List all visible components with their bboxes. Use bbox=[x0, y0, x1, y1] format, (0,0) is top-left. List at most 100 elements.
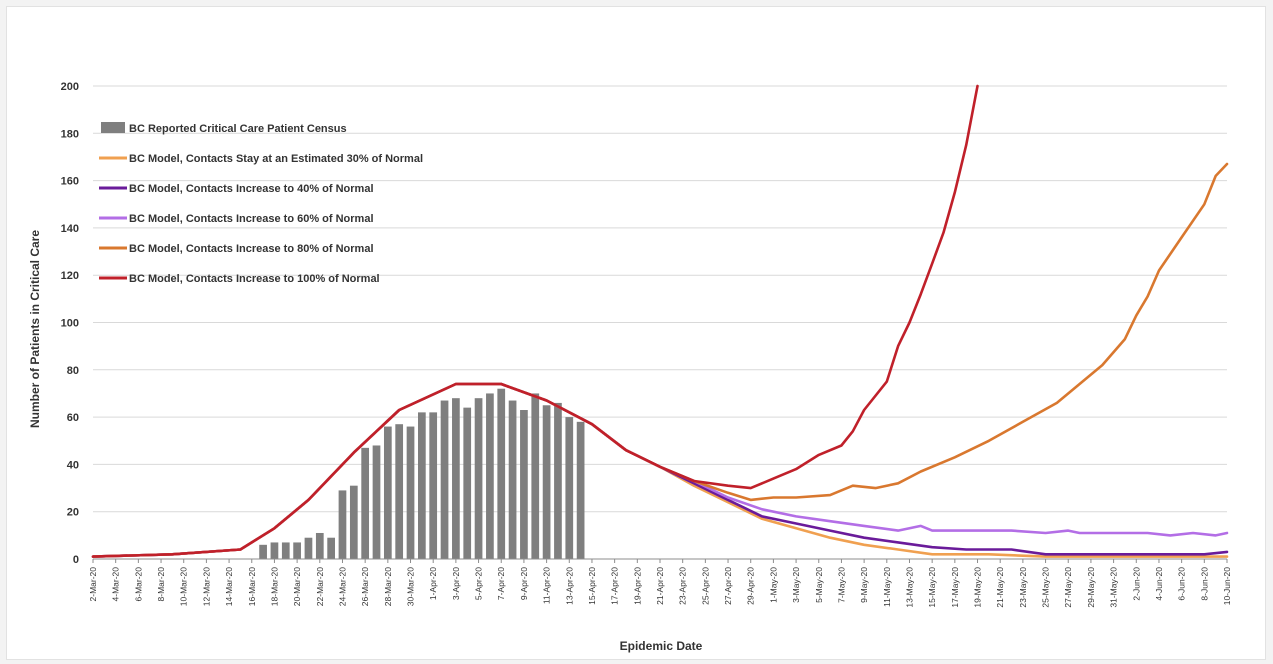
x-tick-label: 17-May-20 bbox=[950, 567, 960, 608]
x-tick-label: 25-May-20 bbox=[1041, 567, 1051, 608]
census-bar bbox=[338, 490, 347, 559]
critical-care-chart: 0 20 40 60 80 100 120 140 160 180 200 2-Mar-20 4-Ma… bbox=[28, 81, 1232, 653]
census-bar bbox=[452, 398, 460, 559]
x-tick-label: 15-May-20 bbox=[927, 567, 937, 608]
census-bar bbox=[565, 417, 574, 559]
model-lines bbox=[91, 84, 1229, 558]
x-tick-label: 29-Apr-20 bbox=[746, 567, 756, 605]
x-tick-label: 4-Jun-20 bbox=[1154, 567, 1164, 601]
y-tick-label: 140 bbox=[61, 223, 79, 235]
x-tick-label: 27-May-20 bbox=[1063, 567, 1073, 608]
census-bar bbox=[474, 398, 483, 559]
census-bars bbox=[259, 388, 585, 559]
x-tick-label: 9-Apr-20 bbox=[519, 567, 529, 600]
x-tick-label: 21-May-20 bbox=[995, 567, 1005, 608]
census-bar bbox=[327, 537, 335, 559]
y-tick-label: 180 bbox=[61, 128, 79, 140]
legend-label: BC Model, Contacts Increase to 100% of N… bbox=[129, 273, 380, 285]
census-bar bbox=[429, 412, 438, 559]
x-tick-label: 26-Mar-20 bbox=[360, 567, 370, 606]
census-bar bbox=[542, 405, 551, 559]
x-tick-label: 23-Apr-20 bbox=[678, 567, 688, 605]
x-tick-label: 15-Apr-20 bbox=[587, 567, 597, 605]
y-tick-label: 60 bbox=[67, 412, 79, 424]
x-tick-label: 27-Apr-20 bbox=[723, 567, 733, 605]
x-tick-label: 31-May-20 bbox=[1109, 567, 1119, 608]
census-bar bbox=[270, 542, 279, 559]
x-tick-label: 24-Mar-20 bbox=[337, 567, 347, 606]
census-bar bbox=[520, 410, 528, 559]
chart-frame: 0 20 40 60 80 100 120 140 160 180 200 2-Mar-20 4-Ma… bbox=[6, 6, 1266, 660]
legend-swatch-bar bbox=[101, 122, 125, 133]
y-tick-label: 80 bbox=[67, 365, 79, 377]
x-tick-label: 10-Mar-20 bbox=[179, 567, 189, 606]
x-tick-label: 3-Apr-20 bbox=[451, 567, 461, 600]
x-tick-label: 2-Jun-20 bbox=[1131, 567, 1141, 601]
y-axis-ticks: 0 20 40 60 80 100 120 140 160 180 200 bbox=[61, 81, 79, 566]
x-tick-label: 14-Mar-20 bbox=[224, 567, 234, 606]
census-bar bbox=[361, 447, 370, 559]
x-tick-label: 29-May-20 bbox=[1086, 567, 1096, 608]
census-bar bbox=[259, 544, 267, 559]
y-tick-label: 120 bbox=[61, 270, 79, 282]
x-tick-label: 9-May-20 bbox=[859, 567, 869, 603]
x-tick-label: 1-Apr-20 bbox=[428, 567, 438, 600]
x-tick-label: 5-May-20 bbox=[814, 567, 824, 603]
x-tick-label: 6-Mar-20 bbox=[133, 567, 143, 602]
census-bar bbox=[293, 542, 301, 559]
x-tick-label: 19-Apr-20 bbox=[632, 567, 642, 605]
x-tick-label: 8-Mar-20 bbox=[156, 567, 166, 602]
x-tick-label: 2-Mar-20 bbox=[88, 567, 98, 602]
census-bar bbox=[440, 400, 449, 559]
census-bar bbox=[531, 393, 540, 559]
x-tick-label: 5-Apr-20 bbox=[474, 567, 484, 600]
x-tick-label: 11-Apr-20 bbox=[542, 567, 552, 604]
census-bar bbox=[497, 388, 506, 559]
y-tick-label: 160 bbox=[61, 176, 79, 188]
x-tick-label: 13-Apr-20 bbox=[564, 567, 574, 605]
census-bar bbox=[554, 402, 562, 559]
legend-label: BC Reported Critical Care Patient Census bbox=[129, 123, 347, 135]
x-tick-label: 18-Mar-20 bbox=[269, 567, 279, 606]
x-tick-label: 23-May-20 bbox=[1018, 567, 1028, 608]
census-bar bbox=[508, 400, 517, 559]
x-tick-label: 13-May-20 bbox=[904, 567, 914, 608]
census-bar bbox=[304, 537, 313, 559]
y-tick-label: 20 bbox=[67, 507, 79, 519]
y-tick-label: 100 bbox=[61, 318, 79, 330]
census-bar bbox=[383, 426, 392, 559]
x-tick-label: 7-May-20 bbox=[836, 567, 846, 603]
x-tick-label: 16-Mar-20 bbox=[247, 567, 257, 606]
x-tick-label: 30-Mar-20 bbox=[406, 567, 416, 606]
census-bar bbox=[418, 412, 426, 559]
census-bar bbox=[395, 424, 404, 559]
y-tick-label: 200 bbox=[61, 81, 79, 93]
x-tick-label: 8-Jun-20 bbox=[1199, 567, 1209, 601]
x-tick-label: 22-Mar-20 bbox=[315, 567, 325, 606]
x-tick-label: 1-May-20 bbox=[768, 567, 778, 603]
x-tick-label: 19-May-20 bbox=[973, 567, 983, 608]
x-tick-label: 28-Mar-20 bbox=[383, 567, 393, 606]
x-tick-label: 12-Mar-20 bbox=[201, 567, 211, 606]
legend-label: BC Model, Contacts Increase to 60% of No… bbox=[129, 213, 374, 225]
census-bar bbox=[372, 445, 381, 559]
gridlines bbox=[93, 85, 1227, 560]
model-series-line bbox=[91, 84, 979, 558]
census-bar bbox=[281, 542, 290, 559]
census-bar bbox=[349, 485, 358, 559]
x-axis-ticks: 2-Mar-20 4-Mar-20 6-Mar-20 8-Mar-20 10-Mar-2… bbox=[88, 559, 1232, 608]
x-tick-label: 3-May-20 bbox=[791, 567, 801, 603]
census-bar bbox=[406, 426, 415, 559]
legend-label: BC Model, Contacts Stay at an Estimated … bbox=[129, 153, 423, 165]
y-tick-label: 40 bbox=[67, 459, 79, 471]
legend-label: BC Model, Contacts Increase to 40% of No… bbox=[129, 183, 374, 195]
x-tick-label: 17-Apr-20 bbox=[610, 567, 620, 605]
x-tick-label: 4-Mar-20 bbox=[111, 567, 121, 602]
legend: BC Reported Critical Care Patient Census… bbox=[99, 122, 423, 285]
census-bar bbox=[315, 532, 324, 559]
x-tick-label: 21-Apr-20 bbox=[655, 567, 665, 605]
census-bar bbox=[486, 393, 494, 559]
y-tick-label: 0 bbox=[73, 554, 79, 566]
census-bar bbox=[576, 421, 585, 559]
model-series-line bbox=[91, 382, 1229, 558]
